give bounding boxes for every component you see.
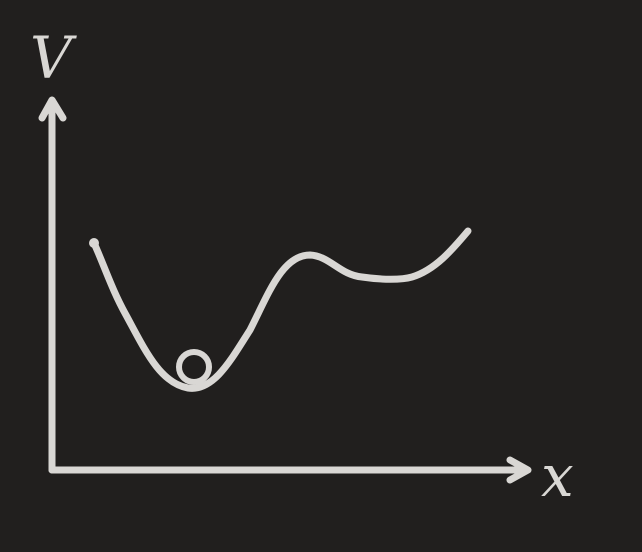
x-axis-arrowhead xyxy=(506,456,532,484)
potential-curve xyxy=(90,227,472,392)
x-axis xyxy=(48,456,532,484)
curve-start-dot xyxy=(89,238,99,248)
y-axis xyxy=(38,96,67,474)
y-axis-arrowhead xyxy=(38,96,67,122)
ball xyxy=(176,349,212,385)
x-axis-label: x xyxy=(541,442,574,510)
y-axis-label: V xyxy=(30,24,77,92)
